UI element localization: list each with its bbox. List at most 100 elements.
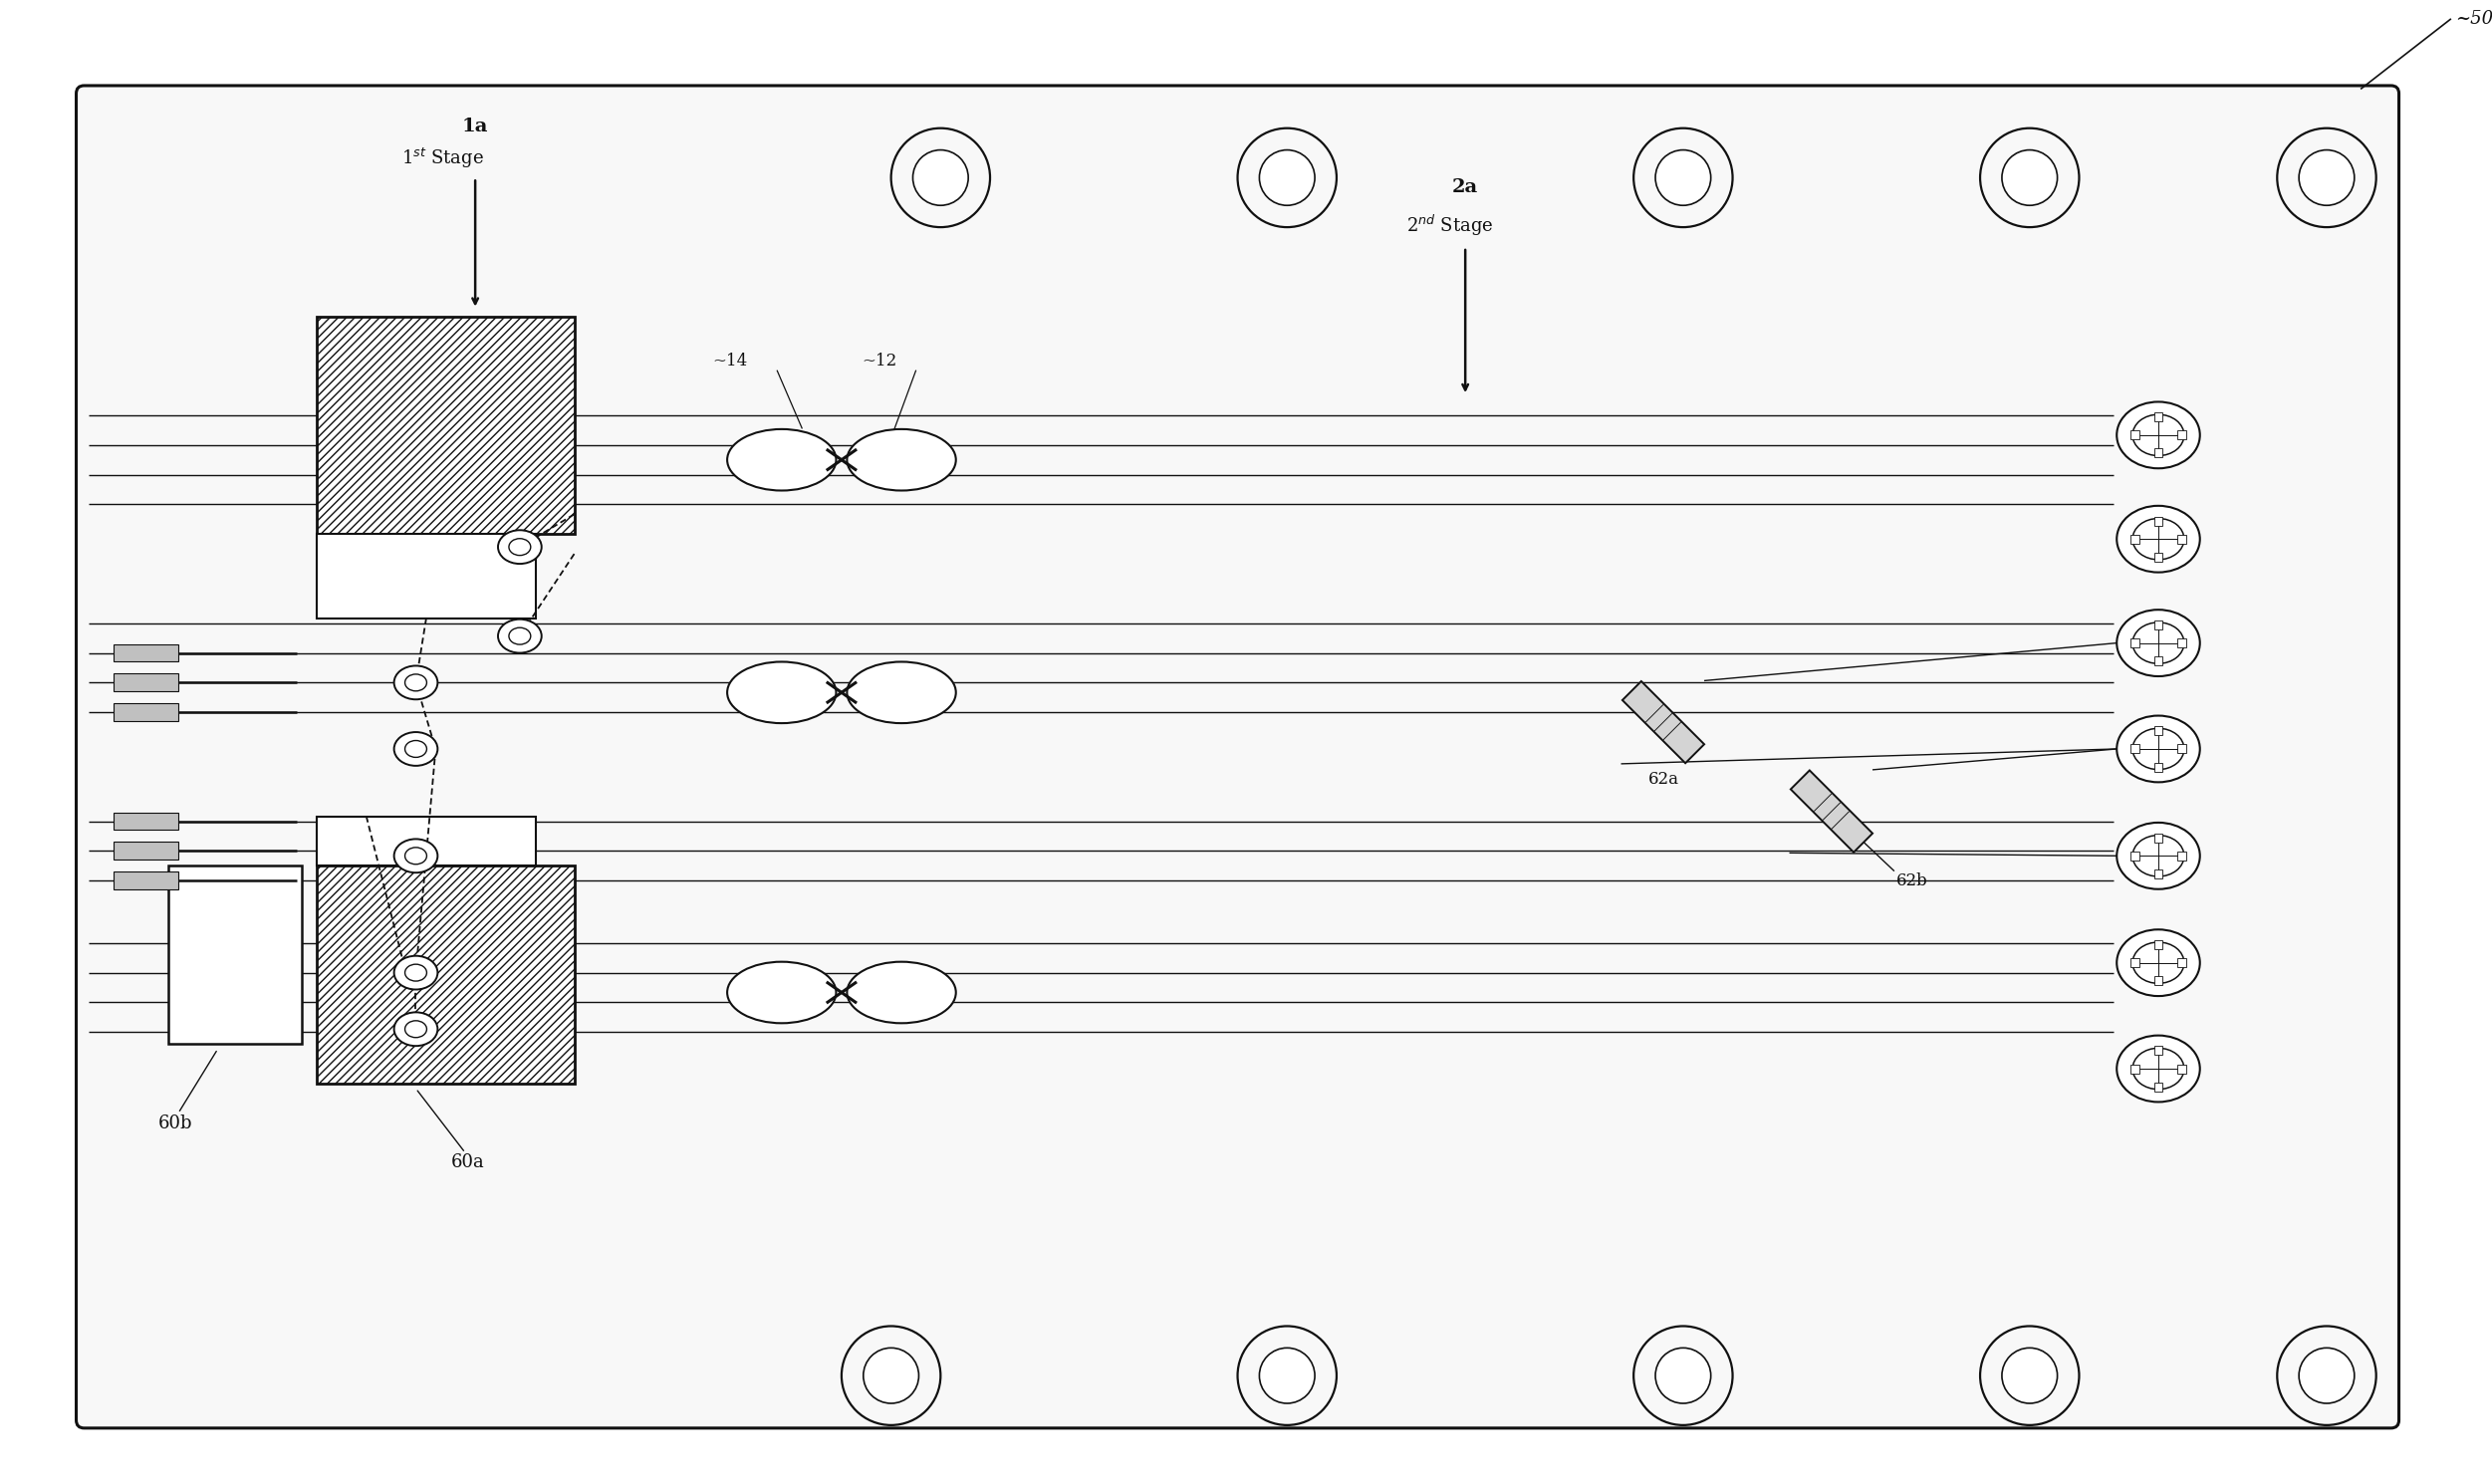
Bar	[2153, 976, 2163, 985]
Bar	[2178, 852, 2185, 861]
Bar	[316, 816, 536, 865]
Bar	[2153, 1082, 2163, 1091]
Bar	[2153, 870, 2163, 879]
Ellipse shape	[2116, 1036, 2200, 1103]
Bar	[2178, 1064, 2185, 1073]
Text: 1a: 1a	[461, 117, 488, 135]
Circle shape	[862, 1347, 920, 1404]
Ellipse shape	[2133, 942, 2183, 984]
Ellipse shape	[394, 1012, 439, 1046]
Text: ~14: ~14	[713, 353, 748, 370]
Ellipse shape	[2116, 506, 2200, 573]
FancyBboxPatch shape	[77, 86, 2400, 1428]
Bar	[2153, 413, 2163, 421]
Ellipse shape	[404, 1021, 426, 1037]
Ellipse shape	[847, 429, 957, 491]
Circle shape	[892, 128, 989, 227]
Circle shape	[912, 150, 969, 205]
Bar	[2153, 620, 2163, 629]
Circle shape	[1258, 150, 1316, 205]
Ellipse shape	[728, 429, 837, 491]
Text: 62b: 62b	[1896, 873, 1929, 889]
Ellipse shape	[2116, 929, 2200, 996]
Ellipse shape	[498, 619, 541, 653]
Ellipse shape	[394, 666, 439, 699]
Bar	[316, 534, 536, 619]
Ellipse shape	[2133, 1048, 2183, 1089]
Bar	[115, 674, 179, 692]
Bar	[2131, 852, 2141, 861]
Bar	[2178, 534, 2185, 543]
Circle shape	[2001, 1347, 2058, 1404]
Circle shape	[2300, 1347, 2355, 1404]
Ellipse shape	[2116, 610, 2200, 677]
Bar	[2131, 1064, 2141, 1073]
Ellipse shape	[394, 732, 439, 766]
Text: 60b: 60b	[159, 1114, 192, 1132]
Bar	[115, 812, 179, 830]
Bar	[115, 871, 179, 889]
Bar	[316, 316, 573, 534]
Ellipse shape	[2133, 622, 2183, 663]
Circle shape	[2278, 1327, 2377, 1425]
Bar	[2153, 1046, 2163, 1055]
Circle shape	[2300, 150, 2355, 205]
Ellipse shape	[2116, 822, 2200, 889]
Ellipse shape	[847, 662, 957, 723]
Bar	[115, 703, 179, 721]
Text: 62a: 62a	[1647, 770, 1680, 788]
Bar	[2131, 745, 2141, 754]
Circle shape	[842, 1327, 939, 1425]
Ellipse shape	[2116, 715, 2200, 782]
Bar	[2131, 534, 2141, 543]
Ellipse shape	[404, 965, 426, 981]
Bar	[2178, 745, 2185, 754]
Bar	[2153, 941, 2163, 950]
Ellipse shape	[2133, 414, 2183, 456]
Circle shape	[1981, 1327, 2078, 1425]
Bar	[2153, 763, 2163, 772]
Ellipse shape	[2133, 729, 2183, 770]
Circle shape	[1635, 128, 1732, 227]
Bar	[2178, 959, 2185, 968]
Text: 2a: 2a	[1453, 178, 1478, 196]
Ellipse shape	[2116, 402, 2200, 469]
Circle shape	[2278, 128, 2377, 227]
Bar	[2153, 656, 2163, 665]
Bar	[2131, 638, 2141, 647]
Ellipse shape	[728, 662, 837, 723]
Circle shape	[1981, 128, 2078, 227]
Bar	[2153, 834, 2163, 843]
Bar	[169, 865, 302, 1043]
Bar	[2153, 448, 2163, 457]
Text: ~50: ~50	[2455, 10, 2492, 28]
Circle shape	[1239, 128, 1336, 227]
Polygon shape	[1622, 681, 1705, 763]
Bar	[115, 841, 179, 859]
Bar	[2131, 959, 2141, 968]
Circle shape	[1655, 150, 1712, 205]
Ellipse shape	[2133, 835, 2183, 877]
Ellipse shape	[404, 674, 426, 692]
Ellipse shape	[847, 962, 957, 1022]
Ellipse shape	[508, 539, 531, 555]
Circle shape	[2001, 150, 2058, 205]
Circle shape	[1655, 1347, 1712, 1404]
Bar	[2178, 638, 2185, 647]
Bar	[316, 865, 573, 1083]
Bar	[2153, 552, 2163, 561]
Ellipse shape	[394, 838, 439, 873]
Text: 2$^{nd}$ Stage: 2$^{nd}$ Stage	[1405, 214, 1493, 239]
Ellipse shape	[404, 741, 426, 757]
Ellipse shape	[508, 628, 531, 644]
Ellipse shape	[404, 847, 426, 864]
Ellipse shape	[498, 530, 541, 564]
Ellipse shape	[728, 962, 837, 1022]
Text: ~12: ~12	[862, 353, 897, 370]
Circle shape	[1635, 1327, 1732, 1425]
Polygon shape	[1792, 770, 1871, 852]
Circle shape	[1239, 1327, 1336, 1425]
Ellipse shape	[2133, 518, 2183, 559]
Text: 60a: 60a	[451, 1153, 483, 1172]
Bar	[2153, 516, 2163, 525]
